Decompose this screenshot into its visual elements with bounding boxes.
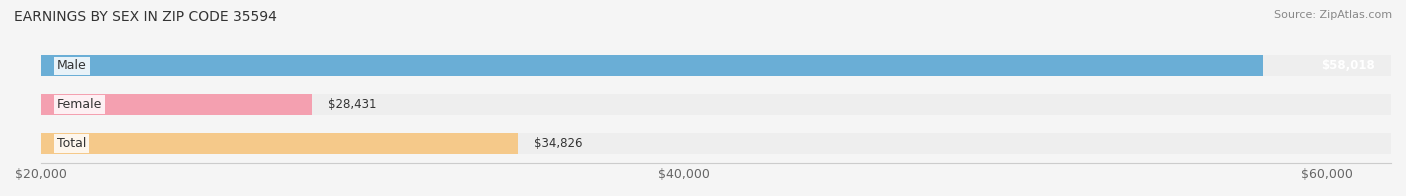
Text: Female: Female xyxy=(58,98,103,111)
Bar xyxy=(0,55,1263,76)
Text: EARNINGS BY SEX IN ZIP CODE 35594: EARNINGS BY SEX IN ZIP CODE 35594 xyxy=(14,10,277,24)
Bar xyxy=(41,133,1391,154)
Text: Source: ZipAtlas.com: Source: ZipAtlas.com xyxy=(1274,10,1392,20)
Text: Total: Total xyxy=(58,137,86,150)
Text: Male: Male xyxy=(58,59,87,72)
Bar xyxy=(41,55,1391,76)
Text: $58,018: $58,018 xyxy=(1322,59,1375,72)
Bar xyxy=(0,94,312,115)
Bar xyxy=(41,94,1391,115)
Text: $34,826: $34,826 xyxy=(534,137,582,150)
Bar xyxy=(0,133,517,154)
Text: $28,431: $28,431 xyxy=(328,98,377,111)
